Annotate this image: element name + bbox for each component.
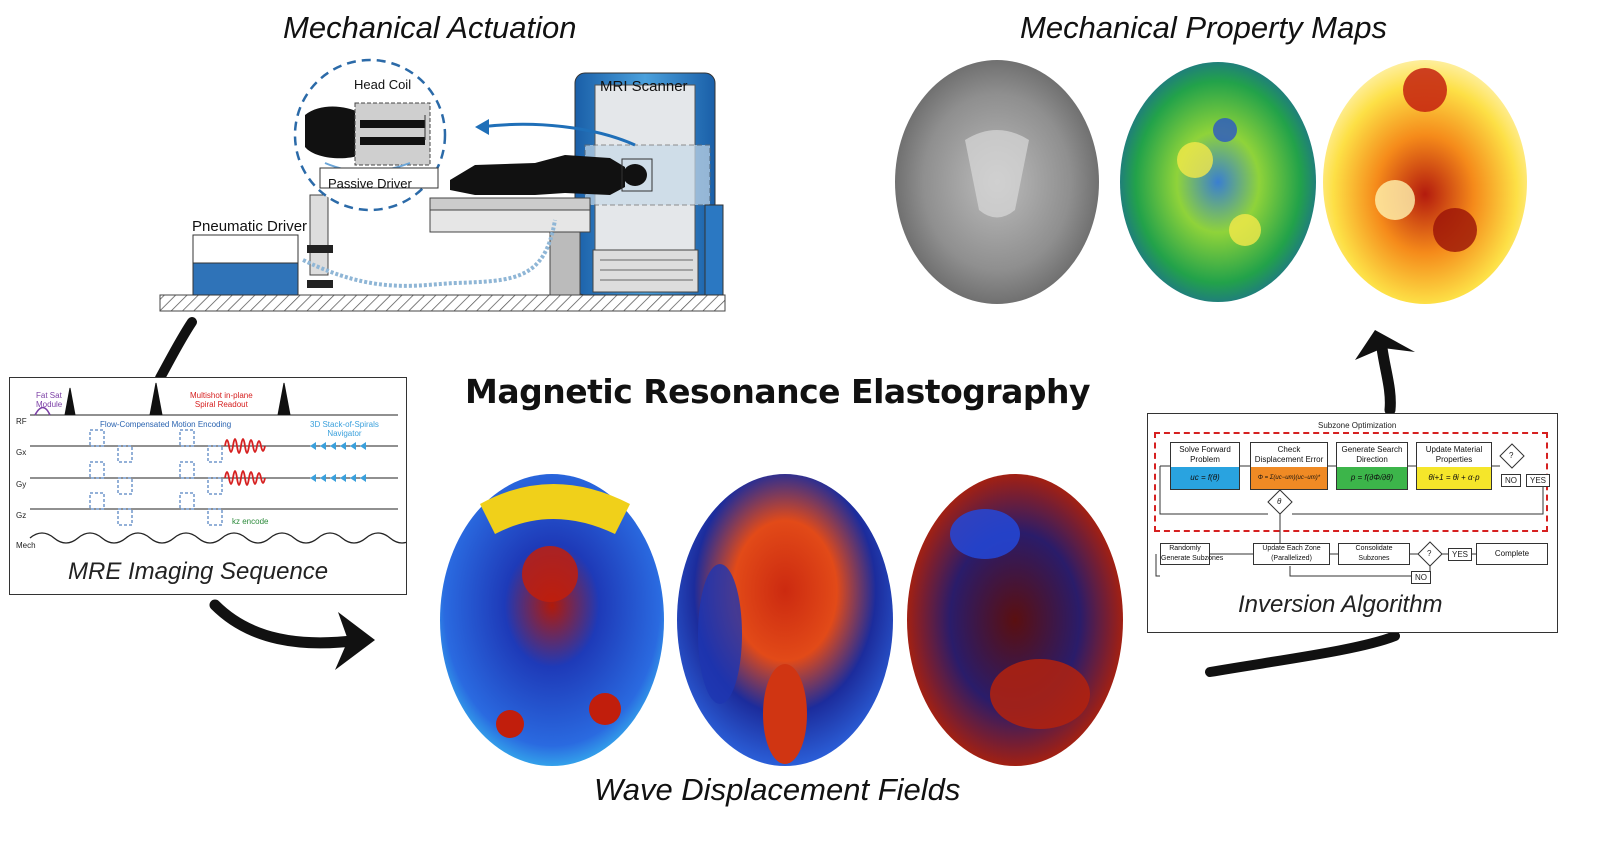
mri-scanner-label: MRI Scanner [600,78,688,95]
mechanical-property-maps-title: Mechanical Property Maps [1020,10,1387,45]
solve-forward-label: Solve Forward Problem [1171,443,1239,467]
flow-comp-label: Flow-Compensated Motion Encoding [100,420,232,429]
consolidate-subzones-box: Consolidate Subzones [1338,543,1410,565]
actuation-illustration [159,58,726,312]
no-label-2: NO [1411,571,1431,584]
yes-label-1: YES [1526,474,1551,487]
row-label-gy: Gy [16,480,27,489]
fat-sat-label: Fat Sat Module [36,391,63,409]
multishot-label: Multishot in-plane Spiral Readout [190,391,253,409]
generate-search-box: Generate Search Direction p = f(∂Φ/∂θ) [1336,442,1408,490]
pneumatic-driver-label: Pneumatic Driver [192,218,308,235]
row-label-rf: RF [16,417,27,426]
row-label-gz: Gz [16,511,27,520]
check-displacement-label: Check Displacement Error [1251,443,1327,467]
check-displacement-box: Check Displacement Error Φ = Σ(uc−um)(uc… [1250,442,1328,490]
row-label-gx: Gx [16,448,27,457]
imaging-sequence-panel: Fat Sat Module Multishot in-plane Spiral… [9,377,407,595]
main-title: Magnetic Resonance Elastography [465,372,1091,411]
complete-box: Complete [1476,543,1548,565]
inversion-algorithm-title: Inversion Algorithm [1238,591,1443,618]
passive-driver-label: Passive Driver [328,176,412,191]
wave-displacement-images [440,474,1123,766]
check-displacement-eq: Φ = Σ(uc−um)(uc−um)* [1257,475,1321,481]
sequence-diagram [29,382,406,544]
update-each-zone-box: Update Each Zone (Parallelized) [1253,543,1330,565]
randomly-generate-box: Randomly Generate Subzones [1160,543,1223,565]
solve-forward-box: Solve Forward Problem uc = f(θ) [1170,442,1240,490]
mechanical-actuation-title: Mechanical Actuation [283,10,577,45]
imaging-sequence-title: MRE Imaging Sequence [68,558,329,585]
no-label-1: NO [1501,474,1521,487]
inversion-algorithm-panel: Subzone Optimization Solve Forward Probl… [1147,413,1558,633]
update-material-eq: θi+1 = θi + α·p [1428,473,1480,482]
generate-search-label: Generate Search Direction [1337,443,1407,467]
inversion-connectors [1155,443,1544,577]
wave-displacement-title: Wave Displacement Fields [594,772,961,807]
subzone-optimization-label: Subzone Optimization [1318,421,1397,430]
update-material-box: Update Material Properties θi+1 = θi + α… [1416,442,1492,490]
row-label-mech: Mech [16,541,36,550]
kz-encode-label: kz encode [232,517,269,526]
question-mark-2: ? [1427,549,1432,558]
generate-search-eq: p = f(∂Φ/∂θ) [1350,473,1394,482]
yes-label-2: YES [1448,548,1473,561]
theta-label: θ [1277,497,1282,506]
property-maps-images [895,60,1527,304]
stack-spirals-label: 3D Stack-of-Spirals Navigator [310,420,379,438]
head-coil-label: Head Coil [354,77,412,92]
question-mark-1: ? [1509,451,1514,460]
update-material-label: Update Material Properties [1417,443,1491,467]
solve-forward-eq: uc = f(θ) [1190,473,1220,482]
